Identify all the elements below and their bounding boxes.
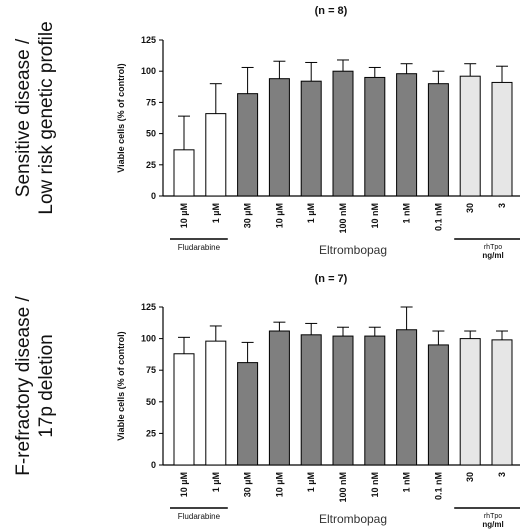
bar <box>364 335 386 466</box>
row-label-line: Low risk genetic profile <box>36 21 57 214</box>
x-tick-label: 1 µM <box>211 203 221 223</box>
group-label-fludarabine: Fludarabine <box>178 512 221 521</box>
bar <box>427 83 449 197</box>
y-axis-label: Viable cells (% of control) <box>116 331 126 440</box>
y-tick-label: 0 <box>151 191 156 201</box>
panel-title: (n = 7) <box>315 273 348 285</box>
x-tick-label: 1 nM <box>402 203 412 224</box>
y-tick-label: 125 <box>141 35 156 45</box>
y-axis-label: Viable cells (% of control) <box>116 63 126 172</box>
bar <box>300 80 322 197</box>
x-tick-label: 30 µM <box>243 472 253 497</box>
x-tick-label: 1 nM <box>402 472 412 493</box>
bar <box>300 334 322 466</box>
x-tick-label: 3 <box>497 203 507 208</box>
x-tick-label: 10 µM <box>179 472 189 497</box>
bar <box>237 93 259 197</box>
row-label-line: 17p deletion <box>36 334 57 438</box>
bar <box>173 353 195 466</box>
bar <box>427 344 449 466</box>
y-tick-label: 125 <box>141 302 156 312</box>
group-label-rhtpo: rhTpo <box>484 244 502 251</box>
group-label-fludarabine: Fludarabine <box>178 243 221 252</box>
x-tick-label: 10 µM <box>274 203 284 228</box>
bar <box>364 76 386 197</box>
y-tick-label: 100 <box>141 334 156 344</box>
bar <box>173 149 195 197</box>
bar <box>491 339 513 466</box>
y-tick-label: 50 <box>146 129 156 139</box>
bar <box>205 113 227 197</box>
y-tick-label: 25 <box>146 428 156 438</box>
bar <box>205 340 227 466</box>
group-label-eltrombopag: Eltrombopag <box>319 512 387 526</box>
x-tick-label: 1 µM <box>211 472 221 492</box>
x-tick-label: 1 µM <box>306 203 316 223</box>
x-tick-label: 10 nM <box>370 472 380 498</box>
x-tick-label: 100 nM <box>338 472 348 503</box>
group-label-rhtpo-unit: ng/ml <box>482 520 503 529</box>
bar <box>396 73 418 197</box>
y-tick-label: 100 <box>141 66 156 76</box>
x-tick-label: 3 <box>497 472 507 477</box>
bar <box>332 335 354 466</box>
x-tick-label: 10 µM <box>179 203 189 228</box>
y-tick-label: 0 <box>151 460 156 470</box>
y-tick-label: 25 <box>146 160 156 170</box>
group-label-rhtpo: rhTpo <box>484 513 502 520</box>
group-label-rhtpo-unit: ng/ml <box>482 251 503 260</box>
y-tick-label: 50 <box>146 397 156 407</box>
bar <box>491 81 513 197</box>
x-tick-label: 10 nM <box>370 203 380 229</box>
group-label-eltrombopag: Eltrombopag <box>319 243 387 257</box>
panel-title: (n = 8) <box>315 5 348 17</box>
x-tick-label: 30 <box>465 203 475 213</box>
bar <box>237 362 259 466</box>
bar <box>268 330 290 466</box>
x-tick-label: 10 µM <box>274 472 284 497</box>
bar <box>268 78 290 197</box>
bar <box>396 329 418 466</box>
x-tick-label: 0.1 nM <box>433 203 443 231</box>
x-tick-label: 100 nM <box>338 203 348 234</box>
x-tick-label: 30 <box>465 472 475 482</box>
bar <box>459 75 481 197</box>
bar <box>459 338 481 466</box>
row-label-line: Sensitive disease / <box>13 38 34 197</box>
x-tick-label: 30 µM <box>243 203 253 228</box>
x-tick-label: 0.1 nM <box>433 472 443 500</box>
x-tick-label: 1 µM <box>306 472 316 492</box>
row-label-line: F-refractory disease / <box>13 296 34 476</box>
y-tick-label: 75 <box>146 97 156 107</box>
y-tick-label: 75 <box>146 365 156 375</box>
bar <box>332 70 354 197</box>
